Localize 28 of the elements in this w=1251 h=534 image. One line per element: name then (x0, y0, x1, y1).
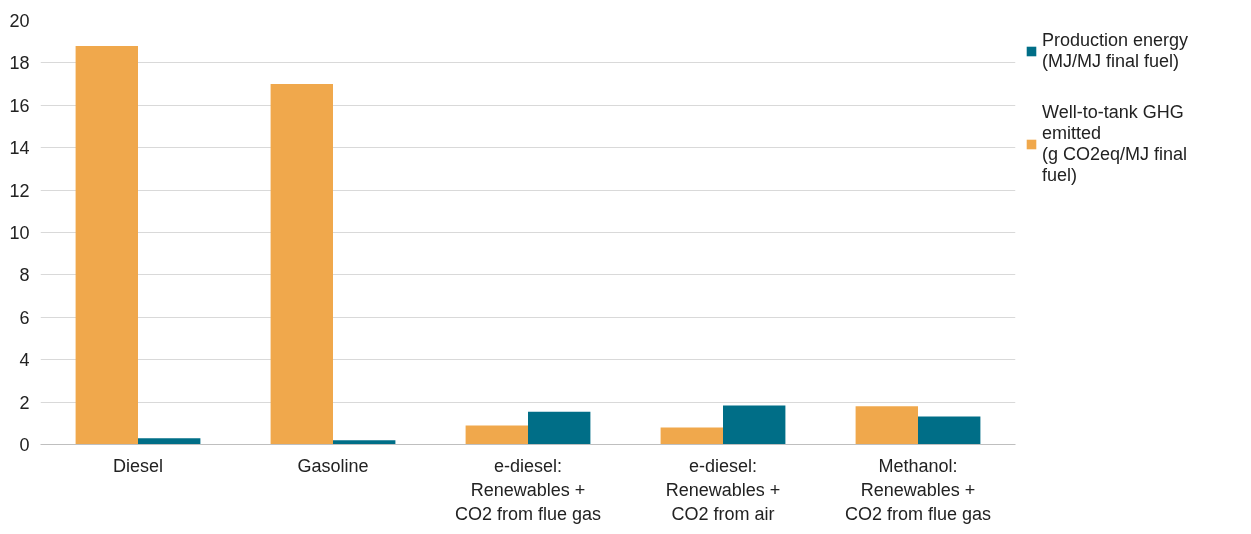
legend-label: Well-to-tank GHG emitted (g CO2eq/MJ final fuel) (1042, 102, 1188, 186)
y-tick-label: 4 (19, 350, 30, 371)
y-tick-label: 14 (9, 138, 30, 159)
x-tick-label: e-diesel: Renewables + CO2 from flue gas (454, 455, 602, 524)
y-tick-label: 12 (9, 180, 30, 201)
bar (465, 425, 528, 445)
bar (138, 438, 201, 445)
y-tick-label: 16 (9, 95, 30, 116)
bar (660, 427, 723, 445)
bar (723, 405, 786, 445)
y-tick-label: 2 (19, 392, 30, 413)
bar (75, 45, 138, 445)
legend-label: Production energy (MJ/MJ final fuel) (1042, 30, 1189, 72)
y-tick-label: 0 (19, 435, 30, 455)
bar (855, 406, 918, 445)
x-tick-label: Gasoline (297, 455, 369, 476)
y-tick-label: 10 (9, 223, 30, 243)
y-tick-label: 6 (19, 307, 30, 328)
x-tick-label: Methanol: Renewables + CO2 from flue gas (844, 455, 992, 524)
y-tick-label: 20 (9, 11, 30, 31)
bar (528, 411, 591, 445)
y-tick-label: 8 (19, 265, 30, 286)
bar (333, 440, 396, 445)
bar (270, 84, 333, 445)
bar (918, 416, 981, 445)
x-tick-label: e-diesel: Renewables + CO2 from air (665, 455, 781, 524)
y-tick-label: 18 (9, 53, 30, 74)
x-tick-label: Diesel (112, 455, 164, 476)
